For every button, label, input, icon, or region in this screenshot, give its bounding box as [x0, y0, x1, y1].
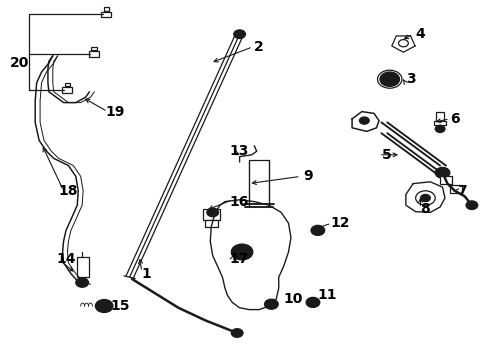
Text: 11: 11 — [317, 288, 337, 302]
Circle shape — [76, 278, 88, 287]
Bar — [449, 185, 461, 193]
Circle shape — [465, 201, 477, 210]
Text: 20: 20 — [10, 56, 29, 70]
Text: 18: 18 — [59, 184, 78, 198]
Text: 3: 3 — [405, 72, 415, 86]
Bar — [64, 83, 70, 86]
Circle shape — [420, 194, 429, 202]
Circle shape — [434, 125, 444, 132]
Circle shape — [264, 299, 278, 309]
Text: 8: 8 — [420, 202, 429, 216]
Circle shape — [99, 302, 109, 310]
Circle shape — [235, 247, 248, 257]
Text: 13: 13 — [229, 144, 249, 158]
Text: 6: 6 — [449, 112, 459, 126]
Circle shape — [231, 244, 252, 260]
Bar — [103, 7, 109, 11]
Text: 2: 2 — [254, 40, 264, 54]
Bar — [101, 12, 111, 17]
Circle shape — [359, 117, 368, 124]
Text: 4: 4 — [415, 27, 425, 41]
Text: 1: 1 — [142, 267, 151, 280]
Bar — [439, 176, 451, 184]
Circle shape — [206, 208, 218, 217]
Bar — [88, 51, 99, 57]
Text: 12: 12 — [329, 216, 349, 230]
Text: 10: 10 — [283, 292, 303, 306]
Text: 14: 14 — [56, 252, 76, 266]
Bar — [77, 257, 89, 277]
Circle shape — [233, 30, 245, 39]
Text: 16: 16 — [229, 195, 249, 208]
Circle shape — [95, 300, 113, 312]
Circle shape — [379, 72, 399, 86]
Bar — [203, 209, 220, 220]
Bar — [91, 47, 97, 50]
Circle shape — [231, 329, 243, 337]
Bar — [205, 220, 217, 227]
Text: 15: 15 — [110, 299, 129, 313]
Text: 19: 19 — [105, 105, 124, 118]
Circle shape — [434, 167, 449, 178]
Text: 5: 5 — [381, 148, 390, 162]
Bar — [433, 121, 445, 125]
Circle shape — [310, 225, 324, 235]
Text: 17: 17 — [229, 252, 249, 266]
Bar — [61, 87, 72, 93]
Text: 7: 7 — [456, 184, 466, 198]
Circle shape — [305, 297, 319, 307]
Bar — [435, 112, 443, 121]
Text: 9: 9 — [303, 170, 312, 183]
